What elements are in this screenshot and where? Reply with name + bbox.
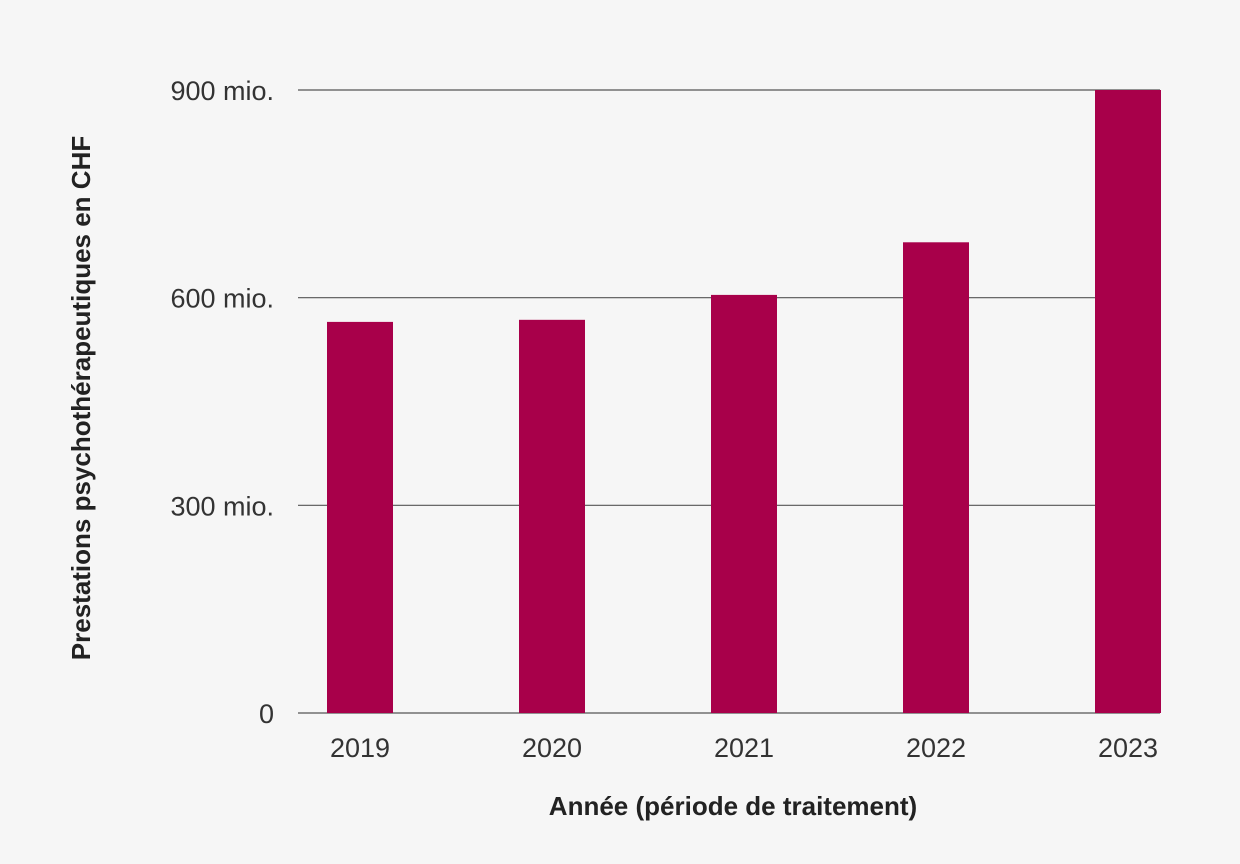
y-axis-title: Prestations psychothérapeutiques en CHF [66, 136, 96, 660]
bar-2022 [903, 242, 969, 714]
x-tick-label: 2021 [714, 733, 774, 763]
bars [327, 90, 1161, 714]
y-tick-label: 600 mio. [170, 284, 274, 314]
y-tick-label: 0 [259, 699, 274, 729]
y-tick-labels: 0 300 mio. 600 mio. 900 mio. [170, 76, 274, 729]
x-tick-labels: 2019 2020 2021 2022 2023 [330, 733, 1158, 763]
x-tick-label: 2023 [1098, 733, 1158, 763]
bar-2021 [711, 294, 777, 713]
bar-2019 [327, 321, 393, 713]
bar-2020 [519, 319, 585, 713]
x-tick-label: 2022 [906, 733, 966, 763]
bar-2023 [1095, 90, 1161, 713]
y-tick-label: 900 mio. [170, 76, 274, 106]
x-tick-label: 2020 [522, 733, 582, 763]
x-axis-title: Année (période de traitement) [549, 791, 917, 821]
x-tick-label: 2019 [330, 733, 390, 763]
y-tick-label: 300 mio. [170, 491, 274, 521]
